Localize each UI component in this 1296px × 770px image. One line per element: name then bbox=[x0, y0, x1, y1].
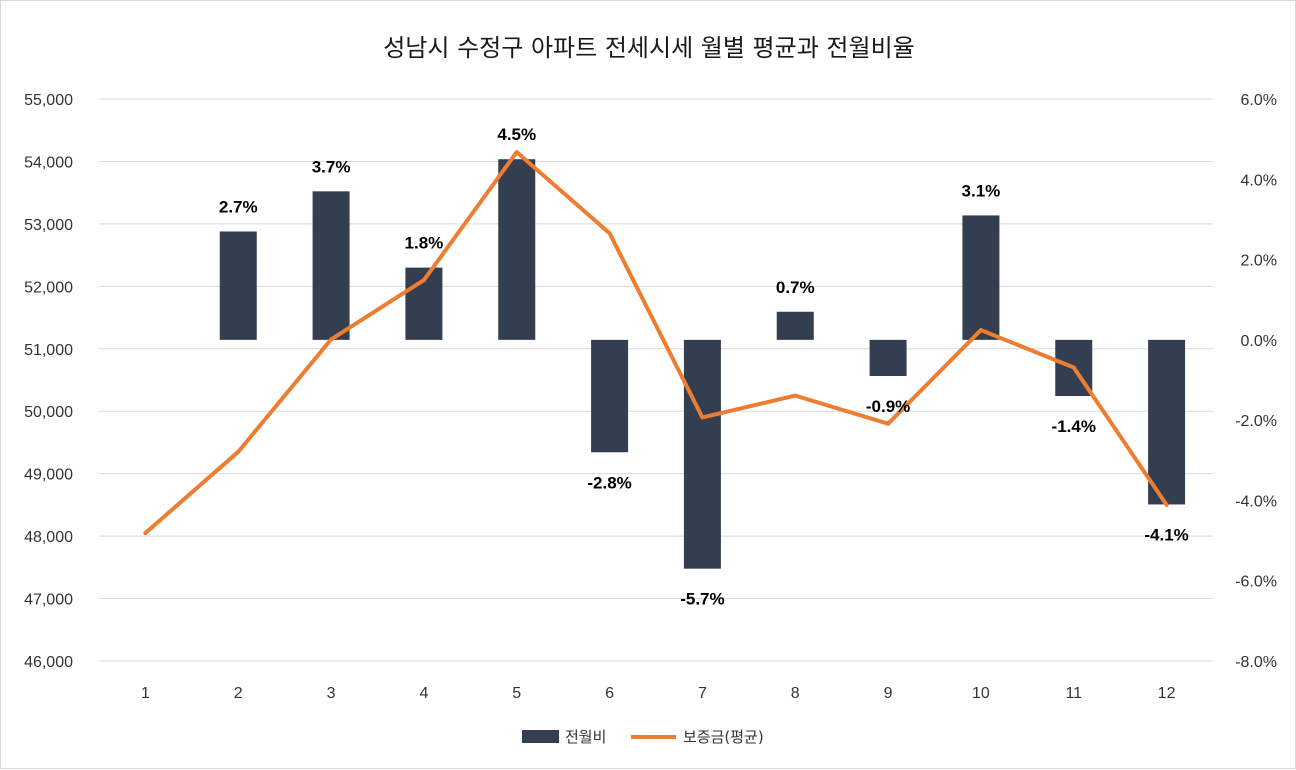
right-tick-label: -2.0% bbox=[1235, 413, 1277, 430]
data-labels: 2.7% 3.7% 1.8% 4.5% -2.8% -5.7% 0.7% -0.9% 3.1% -… bbox=[219, 125, 1189, 608]
line-point bbox=[793, 393, 798, 398]
bar-data-label: 3.7% bbox=[312, 157, 351, 176]
x-tick-label: 7 bbox=[698, 685, 707, 702]
x-tick-label: 2 bbox=[234, 685, 243, 702]
bar bbox=[1148, 339, 1186, 505]
line-series bbox=[143, 150, 1169, 535]
bar-data-label: 4.5% bbox=[497, 125, 536, 144]
left-tick-label: 47,000 bbox=[24, 592, 73, 609]
line-point bbox=[514, 150, 519, 155]
left-tick-label: 54,000 bbox=[24, 154, 73, 171]
bar bbox=[776, 311, 814, 340]
bar bbox=[591, 339, 629, 453]
line-point bbox=[886, 421, 891, 426]
x-tick-label: 6 bbox=[605, 685, 614, 702]
line-point bbox=[236, 449, 241, 454]
x-tick-label: 9 bbox=[884, 685, 893, 702]
right-tick-label: 6.0% bbox=[1241, 92, 1277, 109]
left-tick-label: 53,000 bbox=[24, 217, 73, 234]
right-tick-label: -4.0% bbox=[1235, 493, 1277, 510]
line-point bbox=[978, 328, 983, 333]
line-point bbox=[1071, 365, 1076, 370]
legend-label-bar: 전월비 bbox=[565, 728, 606, 746]
right-axis: -8.0% -6.0% -4.0% -2.0% 0.0% 2.0% 4.0% 6.0% bbox=[1235, 92, 1277, 671]
line-point bbox=[143, 530, 148, 535]
legend-label-line: 보증금(평균) bbox=[683, 728, 764, 746]
left-tick-label: 52,000 bbox=[24, 279, 73, 296]
x-tick-label: 3 bbox=[327, 685, 336, 702]
bar-data-label: 1.8% bbox=[405, 234, 444, 253]
right-tick-label: 4.0% bbox=[1241, 172, 1277, 189]
line-point bbox=[607, 231, 612, 236]
gridlines bbox=[99, 98, 1213, 662]
bar-data-label: 0.7% bbox=[776, 278, 815, 297]
x-tick-label: 4 bbox=[419, 685, 428, 702]
x-tick-label: 10 bbox=[972, 685, 990, 702]
right-tick-label: 2.0% bbox=[1241, 253, 1277, 270]
left-tick-label: 49,000 bbox=[24, 467, 73, 484]
left-tick-label: 48,000 bbox=[24, 529, 73, 546]
x-tick-label: 8 bbox=[791, 685, 800, 702]
x-tick-label: 12 bbox=[1158, 685, 1176, 702]
bar bbox=[312, 191, 350, 340]
bar-data-label: 3.1% bbox=[962, 181, 1001, 200]
left-tick-label: 46,000 bbox=[24, 654, 73, 671]
x-tick-label: 11 bbox=[1065, 685, 1082, 702]
bar-data-label: -2.8% bbox=[587, 473, 631, 492]
left-tick-label: 55,000 bbox=[24, 92, 73, 109]
left-axis: 46,000 47,000 48,000 49,000 50,000 51,000 52,0… bbox=[24, 92, 73, 671]
line-point bbox=[700, 415, 705, 420]
left-tick-label: 50,000 bbox=[24, 404, 73, 421]
line-path bbox=[143, 150, 1169, 535]
legend: 전월비 보증금(평균) bbox=[522, 728, 764, 746]
bar-data-label: -4.1% bbox=[1144, 525, 1188, 544]
bar bbox=[219, 231, 257, 340]
bar-series bbox=[219, 159, 1186, 569]
line-point bbox=[329, 337, 334, 342]
chart-title: 성남시 수정구 아파트 전세시세 월별 평균과 전월비율 bbox=[383, 34, 915, 62]
line-point bbox=[1164, 502, 1169, 507]
left-tick-label: 51,000 bbox=[24, 342, 73, 359]
bar bbox=[962, 215, 1000, 340]
x-axis: 1 2 3 4 5 6 7 8 9 10 11 12 bbox=[141, 685, 1176, 702]
legend-swatch-bar bbox=[522, 730, 559, 743]
bar bbox=[869, 339, 907, 376]
right-tick-label: -6.0% bbox=[1235, 574, 1277, 591]
x-tick-label: 5 bbox=[512, 685, 521, 702]
bar-data-label: -0.9% bbox=[866, 397, 910, 416]
right-tick-label: -8.0% bbox=[1235, 654, 1277, 671]
bar-data-label: -5.7% bbox=[680, 590, 724, 609]
right-tick-label: 0.0% bbox=[1241, 333, 1277, 350]
line-point bbox=[421, 278, 426, 283]
bar bbox=[683, 339, 721, 569]
bar-data-label: 2.7% bbox=[219, 197, 258, 216]
bar bbox=[498, 159, 536, 340]
x-tick-label: 1 bbox=[141, 685, 150, 702]
bar-data-label: -1.4% bbox=[1052, 417, 1096, 436]
